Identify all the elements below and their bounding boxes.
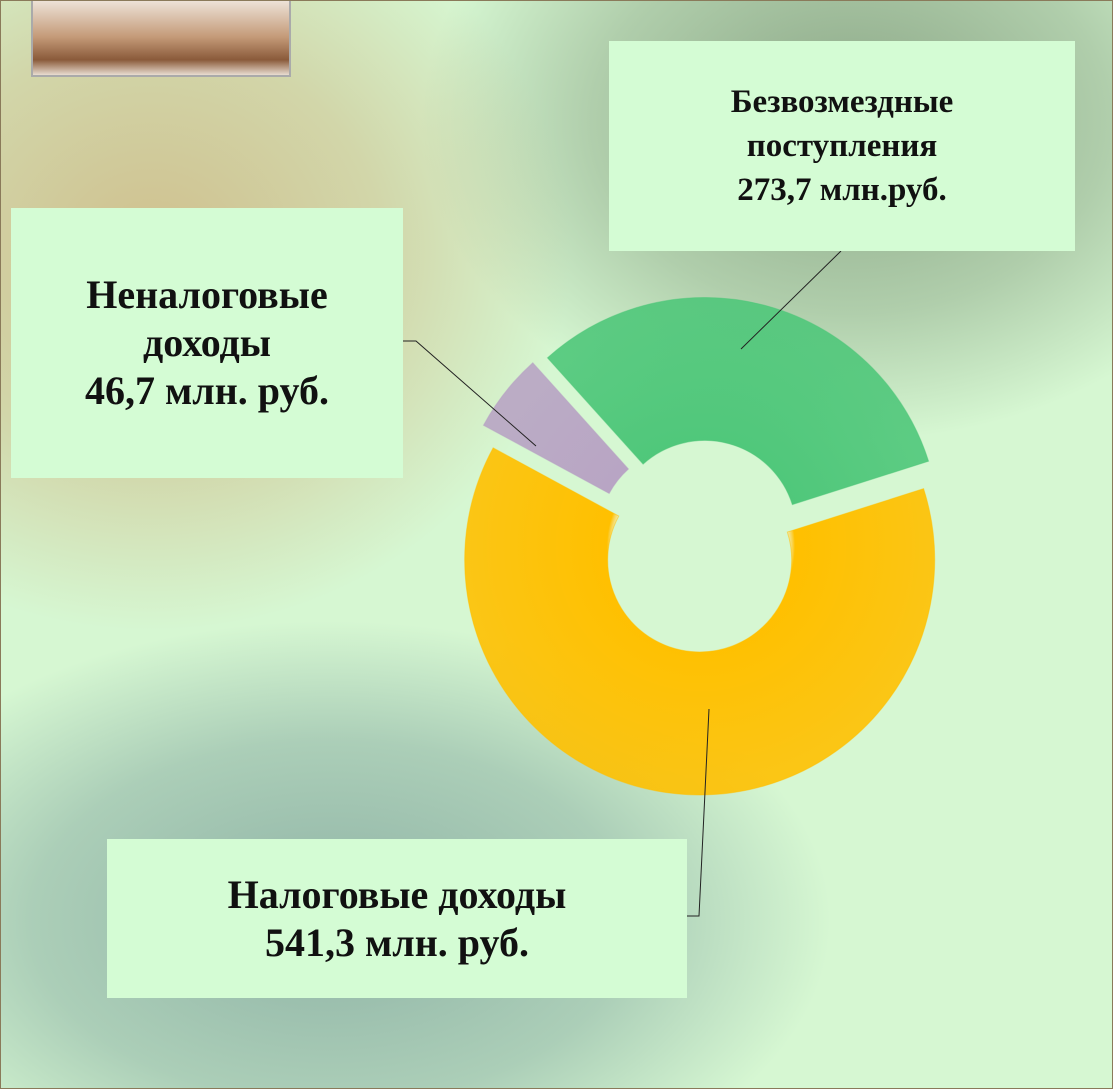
- label-box: Неналоговые доходы 46,7 млн. руб.: [11, 208, 403, 478]
- leader-line: [687, 708, 710, 917]
- slice: [546, 297, 930, 506]
- slice-value: 46,7 млн. руб.: [85, 368, 329, 413]
- slice-name: Безвозмездные поступления: [730, 84, 954, 164]
- slice-name: Налоговые доходы: [227, 871, 567, 917]
- label-box: Налоговые доходы 541,3 млн. руб.: [107, 839, 687, 998]
- leader-line: [403, 340, 537, 447]
- label-box: Безвозмездные поступления 273,7 млн.руб.: [609, 41, 1075, 251]
- coins-image: [31, 1, 291, 77]
- slice-value: 273,7 млн.руб.: [737, 172, 947, 208]
- slice: [482, 361, 630, 495]
- slice: [464, 447, 936, 796]
- leader-line: [740, 250, 842, 350]
- slice-name: Неналоговые доходы: [86, 272, 328, 365]
- slice-value: 541,3 млн. руб.: [265, 919, 529, 965]
- donut: [464, 297, 936, 796]
